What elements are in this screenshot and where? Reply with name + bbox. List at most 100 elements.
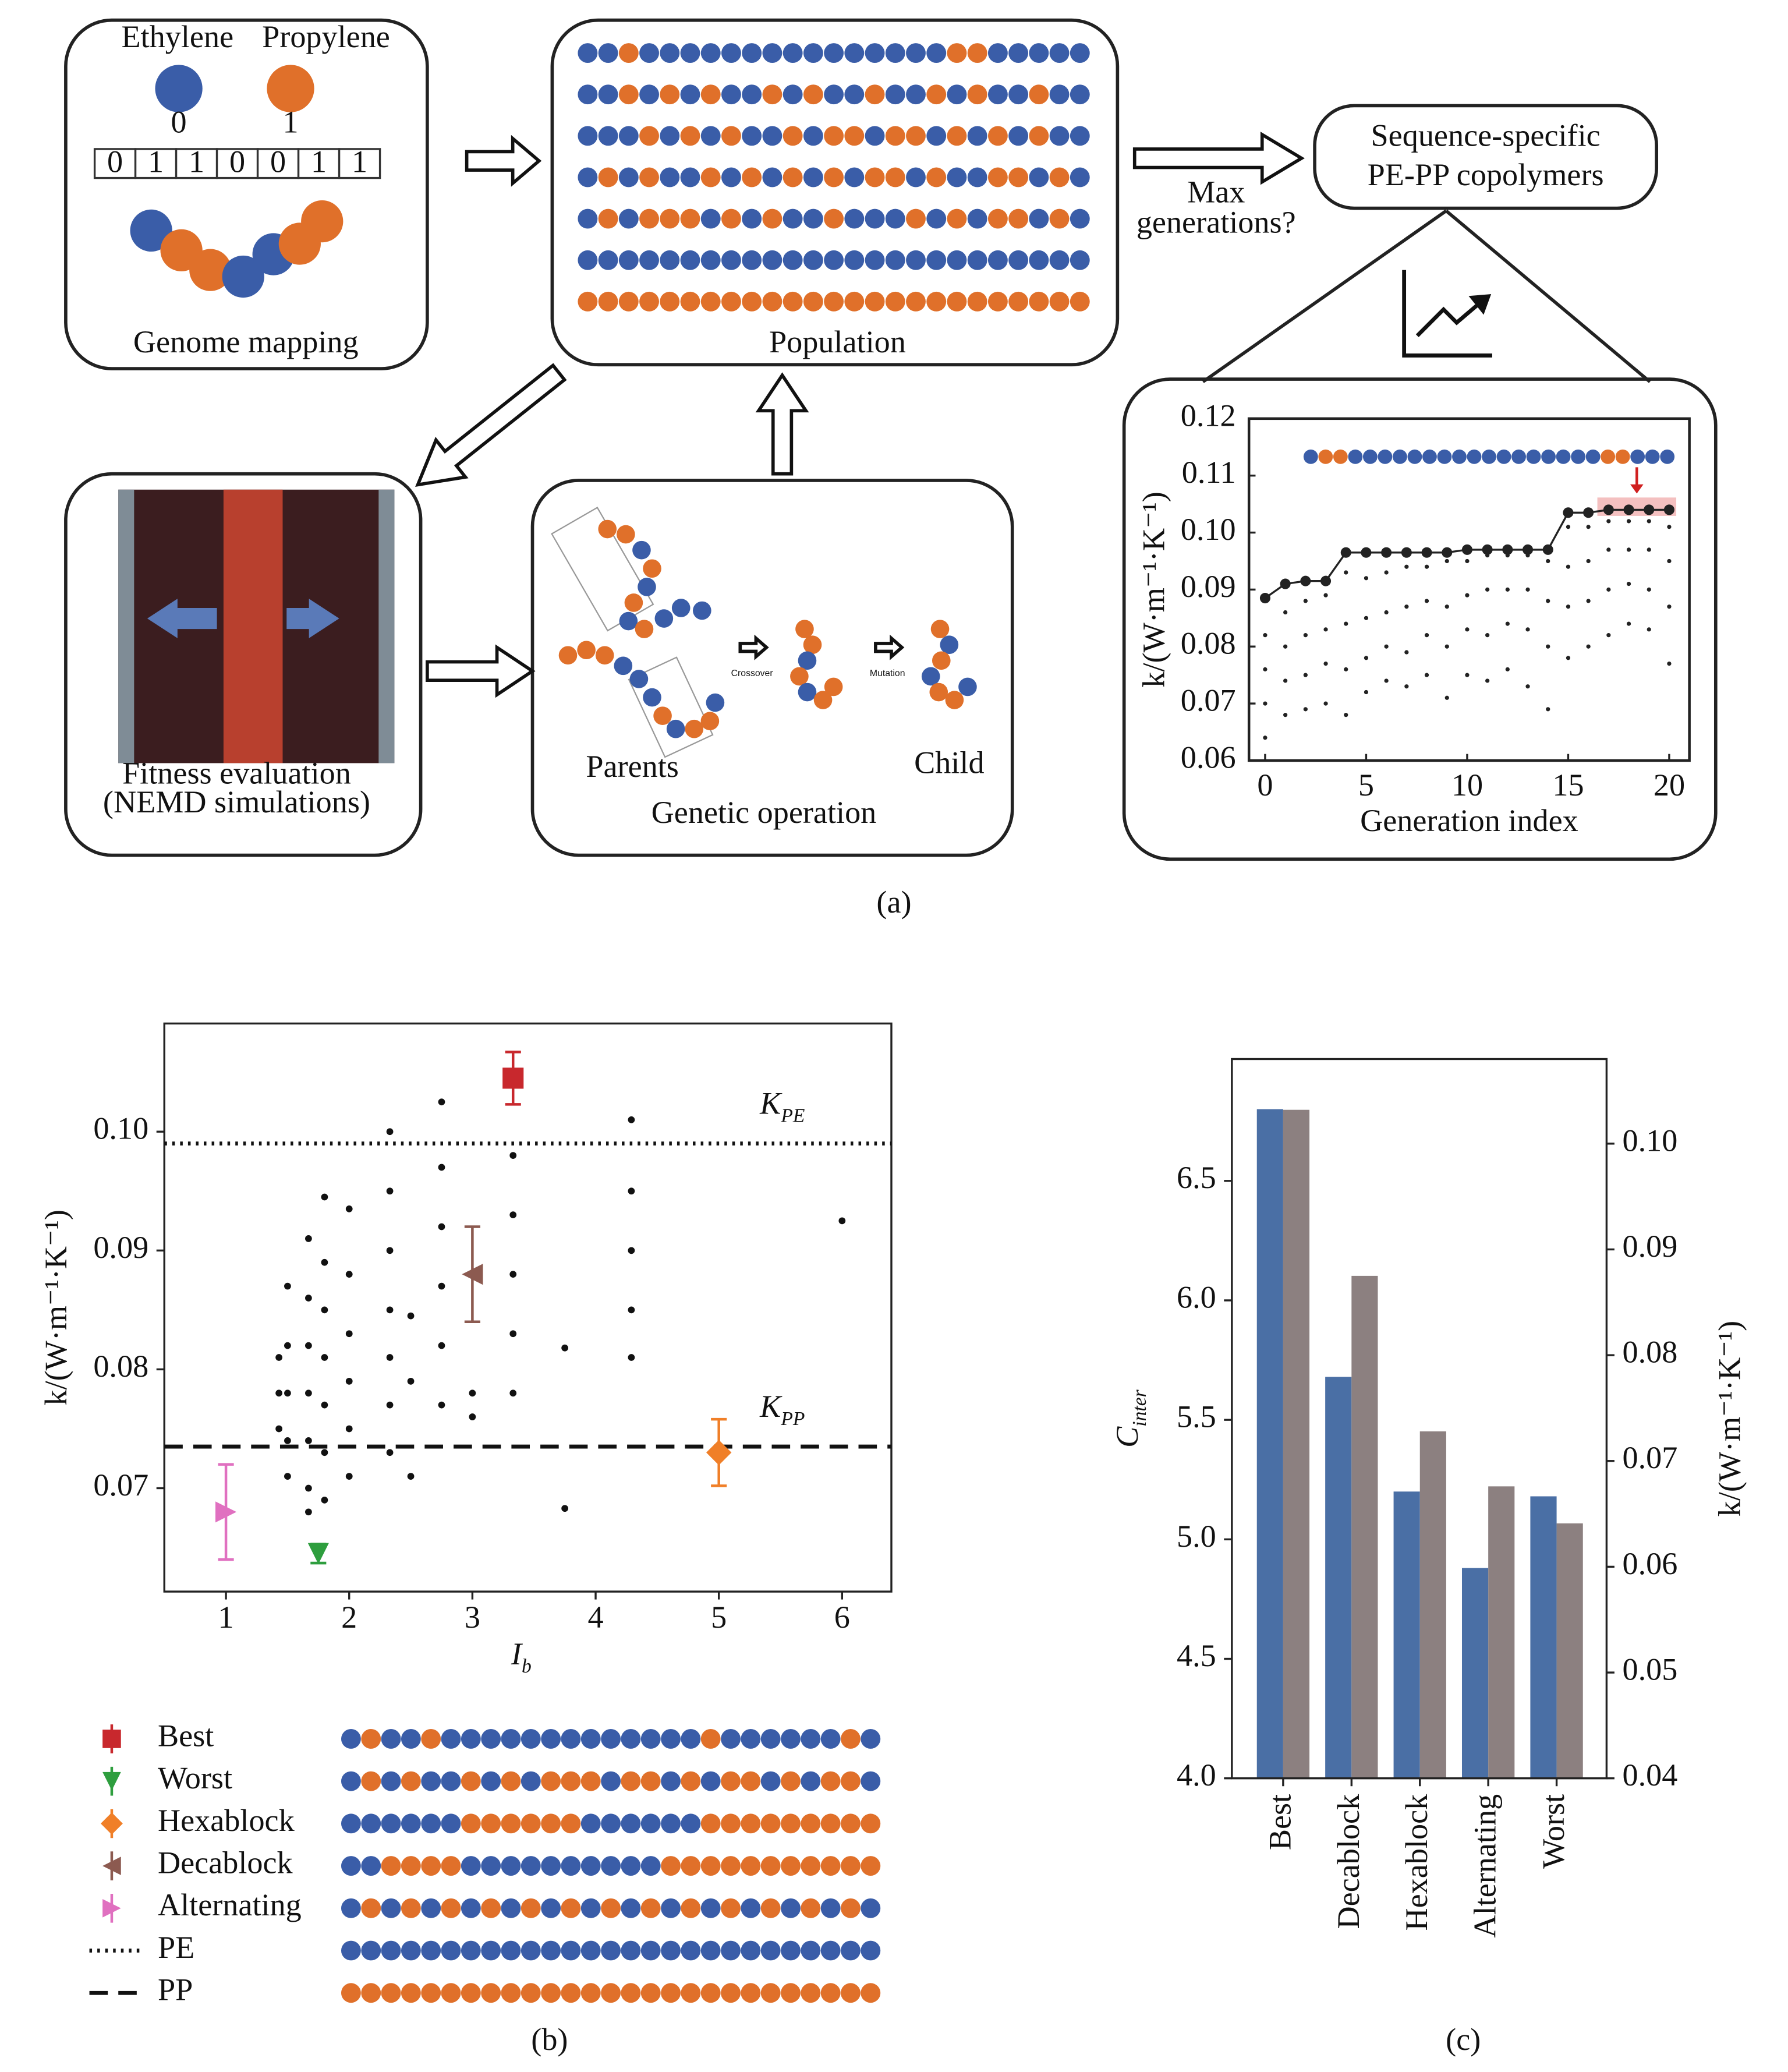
genome-cell [256, 148, 300, 179]
genome-bit: 1 [311, 144, 327, 179]
bead [381, 1983, 401, 2003]
bead [760, 1898, 781, 1918]
bead [824, 167, 844, 188]
bead [1049, 208, 1070, 229]
bead [1437, 449, 1452, 464]
y-tick-label: 0.09 [93, 1230, 148, 1265]
bead [861, 1940, 881, 1961]
population-point [1344, 713, 1348, 717]
bead [660, 43, 680, 63]
bead [421, 1729, 441, 1749]
population-point [1485, 678, 1490, 683]
population-point [1586, 644, 1591, 649]
sample-point [305, 1389, 312, 1397]
bead [865, 208, 885, 229]
genome-cell [93, 148, 137, 179]
bead [1008, 84, 1029, 105]
bead [1008, 208, 1029, 229]
chain-bead [635, 620, 654, 638]
bead [885, 250, 905, 270]
bead [681, 1898, 701, 1918]
bead [660, 84, 680, 105]
bead [844, 126, 865, 146]
bead [361, 1898, 381, 1918]
bead [803, 291, 823, 312]
bead [580, 1813, 601, 1834]
bead [885, 208, 905, 229]
panel-label: (a) [876, 885, 911, 920]
bead [1029, 167, 1049, 188]
x-tick-label: Worst [1536, 1794, 1571, 1869]
population-point [1424, 673, 1429, 677]
bead [598, 43, 618, 63]
chain-bead [958, 677, 977, 696]
bead [639, 43, 659, 63]
population-point [1323, 593, 1328, 597]
bead [381, 1940, 401, 1961]
zoom-line [1445, 209, 1651, 383]
bead [461, 1771, 481, 1791]
selection-box [628, 656, 714, 758]
bead [541, 1940, 561, 1961]
bead [639, 208, 659, 229]
bead [1511, 449, 1526, 464]
trend-icon [1402, 270, 1492, 358]
bead [401, 1729, 421, 1749]
population-point [1465, 558, 1470, 564]
bead [441, 1729, 461, 1749]
sample-point [345, 1205, 353, 1212]
bead [762, 126, 783, 146]
bead [660, 126, 680, 146]
pointer-head [1630, 484, 1644, 494]
bead [801, 1898, 821, 1918]
population-point [1384, 570, 1389, 575]
bead [742, 250, 762, 270]
bead [841, 1856, 861, 1876]
decision-text: generations? [1136, 204, 1296, 239]
chain-bead [666, 719, 685, 738]
chain-bead [222, 255, 264, 298]
population-point [1667, 525, 1672, 529]
genome-cell [215, 148, 259, 179]
best-point [1563, 507, 1574, 518]
bead [421, 1856, 441, 1876]
marker [102, 1857, 121, 1875]
bead [640, 1813, 661, 1834]
chain-bead [654, 609, 674, 628]
x-tick-label: 6 [834, 1600, 850, 1635]
population-point [1283, 610, 1288, 615]
bead [580, 1898, 601, 1918]
sample-point [345, 1425, 353, 1433]
marker [502, 1067, 524, 1089]
bead [521, 1813, 541, 1834]
bead [580, 1983, 601, 2003]
best-point [1401, 547, 1412, 558]
bead [401, 1983, 421, 2003]
x-tick-label: 4 [587, 1600, 603, 1635]
bead [461, 1813, 481, 1834]
sample-point [305, 1235, 312, 1242]
population-point [1323, 627, 1328, 632]
x-tick-label: 20 [1654, 768, 1685, 802]
bead [947, 167, 967, 188]
bead [967, 291, 987, 312]
bead [885, 167, 905, 188]
bead [801, 1940, 821, 1961]
plot-frame [163, 1022, 893, 1593]
chain-bead [693, 601, 711, 620]
genome-bit: 1 [189, 144, 204, 179]
bead [1029, 291, 1049, 312]
bead [721, 1856, 741, 1876]
marker [102, 1772, 121, 1791]
bead [618, 250, 639, 270]
bead [781, 1940, 801, 1961]
bead [781, 1983, 801, 2003]
bead [820, 1983, 841, 2003]
bead [783, 126, 803, 146]
x-axis-title: Generation index [1360, 803, 1578, 838]
sample-point [561, 1344, 568, 1352]
bead [1333, 449, 1348, 464]
legend-label: PE [158, 1930, 194, 1965]
bead [721, 291, 741, 312]
bead [824, 84, 844, 105]
